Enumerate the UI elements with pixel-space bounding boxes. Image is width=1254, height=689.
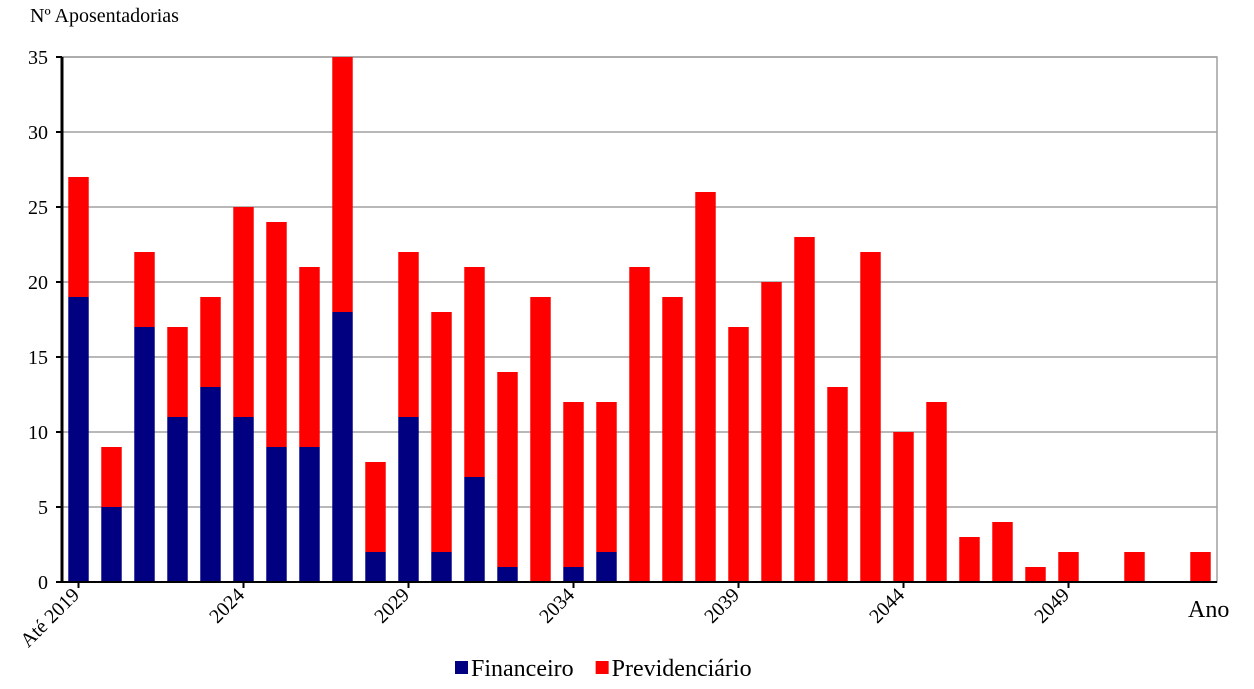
legend-label: Previdenciário xyxy=(612,656,752,682)
legend-swatch xyxy=(595,661,609,674)
bar-segment xyxy=(431,552,452,582)
bar-segment xyxy=(530,297,551,582)
bar-segment xyxy=(134,327,155,582)
y-tick-label: 25 xyxy=(28,197,48,219)
legend-swatch xyxy=(455,661,468,674)
legend-label: Financeiro xyxy=(471,656,574,682)
bar-segment xyxy=(266,447,287,582)
bar-segment xyxy=(563,567,584,582)
bar-segment xyxy=(629,267,650,582)
bar-segment xyxy=(662,297,683,582)
y-tick-label: 20 xyxy=(28,272,48,294)
x-tick-label: Até 2019 xyxy=(16,584,84,652)
x-tick-label: 2049 xyxy=(1030,584,1074,628)
bar-segment xyxy=(167,327,188,417)
y-tick-label: 35 xyxy=(28,47,48,69)
bar-segment xyxy=(332,57,353,312)
x-axis-label: Ano xyxy=(1188,597,1229,623)
bar-segment xyxy=(596,552,617,582)
bar-segment xyxy=(398,252,419,417)
y-tick-label: 10 xyxy=(28,422,48,444)
bar-segment xyxy=(101,447,122,507)
bar-segment xyxy=(860,252,881,582)
bar-segment xyxy=(365,462,386,552)
bar-segment xyxy=(332,312,353,582)
x-tick-label: 2029 xyxy=(370,584,414,628)
bar-segment xyxy=(299,447,320,582)
bar-segment xyxy=(134,252,155,327)
bar-segment xyxy=(563,402,584,567)
bar-segment xyxy=(1190,552,1211,582)
y-tick-label: 0 xyxy=(38,572,48,594)
bar-segment xyxy=(827,387,848,582)
bar-segment xyxy=(398,417,419,582)
bar-segment xyxy=(497,372,518,567)
bar-segment xyxy=(101,507,122,582)
bar-segment xyxy=(959,537,980,582)
bar-segment xyxy=(761,282,782,582)
bar-segment xyxy=(893,432,914,582)
bar-segment xyxy=(1058,552,1079,582)
bar-segment xyxy=(728,327,749,582)
y-tick-label: 15 xyxy=(28,347,48,369)
bar-segment xyxy=(233,417,254,582)
bar-segment xyxy=(200,297,221,387)
bar-segment xyxy=(68,177,89,297)
bar-segment xyxy=(200,387,221,582)
bar-segment xyxy=(992,522,1013,582)
bar-segment xyxy=(299,267,320,447)
bar-segment xyxy=(1025,567,1046,582)
bar-segment xyxy=(926,402,947,582)
bar-segment xyxy=(794,237,815,582)
bar-segment xyxy=(596,402,617,552)
x-tick-label: 2034 xyxy=(535,584,579,628)
bar-segment xyxy=(1124,552,1145,582)
bar-segment xyxy=(464,477,485,582)
bar-segment xyxy=(695,192,716,582)
bar-segment xyxy=(464,267,485,477)
x-tick-label: 2024 xyxy=(205,584,249,628)
bar-segment xyxy=(266,222,287,447)
bar-segment xyxy=(233,207,254,417)
bar-segment xyxy=(365,552,386,582)
x-tick-label: 2044 xyxy=(865,584,909,628)
y-axis-label: Nº Aposentadorias xyxy=(30,5,179,27)
bar-segment xyxy=(167,417,188,582)
bar-segment xyxy=(68,297,89,582)
y-tick-label: 5 xyxy=(38,497,48,519)
bar-segment xyxy=(431,312,452,552)
x-tick-label: 2039 xyxy=(700,584,744,628)
y-tick-label: 30 xyxy=(28,122,48,144)
bar-segment xyxy=(497,567,518,582)
